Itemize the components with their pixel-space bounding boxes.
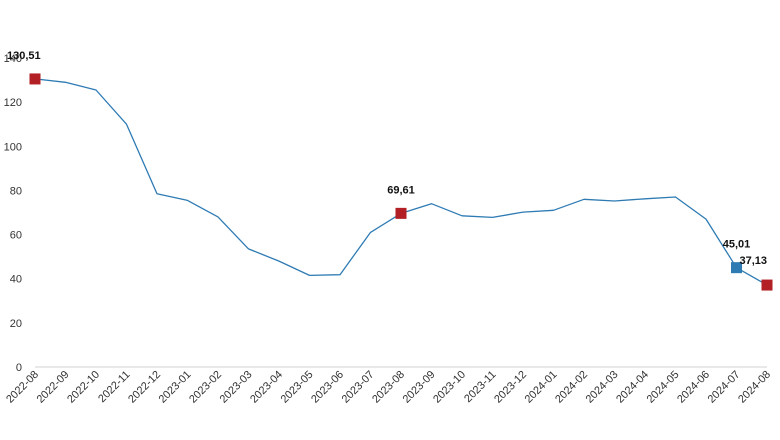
highlight-markers: 130,51 69,61 45,01 37,13 <box>7 50 773 291</box>
data-label: 45,01 <box>723 239 751 251</box>
y-tick-label: 20 <box>10 318 22 330</box>
x-tick-label: 2023-03 <box>218 369 255 406</box>
x-tick-label: 2024-02 <box>553 369 590 406</box>
x-tick-label: 2022-09 <box>35 369 72 406</box>
y-tick-label: 0 <box>16 362 22 374</box>
highlight-marker <box>761 279 773 291</box>
data-label: 69,61 <box>387 184 415 196</box>
highlight-marker <box>29 73 41 85</box>
x-tick-label: 2023-06 <box>309 369 346 406</box>
x-tick-label: 2023-02 <box>187 369 224 406</box>
x-tick-label: 2023-10 <box>431 369 468 406</box>
y-tick-label: 120 <box>4 97 22 109</box>
x-tick-label: 2024-08 <box>736 369 773 406</box>
y-tick-label: 60 <box>10 230 22 242</box>
x-tick-label: 2022-10 <box>65 369 102 406</box>
highlight-marker <box>731 262 742 274</box>
x-tick-label: 2023-01 <box>157 369 194 406</box>
y-tick-label: 100 <box>4 141 22 153</box>
x-tick-label: 2024-05 <box>645 369 682 406</box>
x-tick-label: 2023-09 <box>401 369 438 406</box>
x-tick-label: 2023-12 <box>492 369 529 406</box>
y-axis: 0 20 40 60 80 100 120 140 <box>4 53 767 374</box>
y-tick-label: 140 <box>4 53 22 65</box>
x-tick-label: 2022-12 <box>126 369 163 406</box>
x-tick-label: 2023-08 <box>370 369 407 406</box>
series-line <box>34 78 768 286</box>
data-label: 130,51 <box>7 50 41 62</box>
x-tick-label: 2024-04 <box>614 369 651 406</box>
series-layer <box>34 78 768 286</box>
x-tick-label: 2023-05 <box>279 369 316 406</box>
x-tick-label: 2024-07 <box>706 369 743 406</box>
x-tick-label: 2023-04 <box>248 369 285 406</box>
y-tick-label: 80 <box>10 185 22 197</box>
x-tick-label: 2022-08 <box>4 369 41 406</box>
x-tick-label: 2024-03 <box>584 369 621 406</box>
y-tick-label: 40 <box>10 274 22 286</box>
x-tick-label: 2023-07 <box>340 369 377 406</box>
highlight-marker <box>395 207 407 219</box>
x-tick-label: 2024-06 <box>675 369 712 406</box>
data-label: 37,13 <box>739 255 767 267</box>
x-tick-label: 2024-01 <box>523 369 560 406</box>
x-axis: 2022-082022-092022-102022-112022-122023-… <box>4 369 773 406</box>
